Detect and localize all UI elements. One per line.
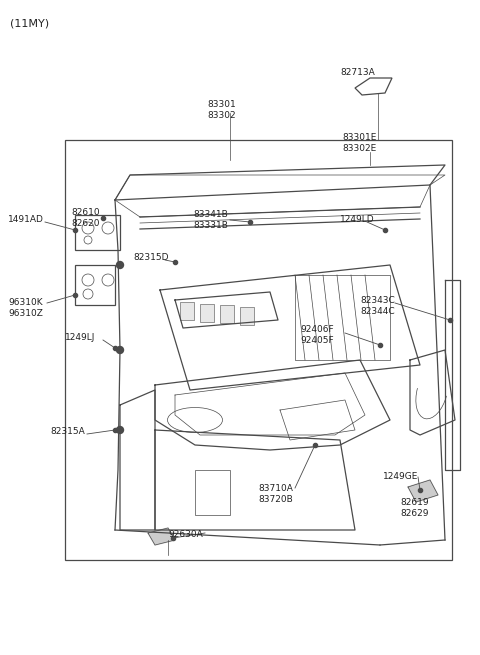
Text: 92406F
92405F: 92406F 92405F xyxy=(300,325,334,345)
Bar xyxy=(195,470,230,515)
Text: 83341B
83331B: 83341B 83331B xyxy=(193,210,228,230)
Circle shape xyxy=(117,426,123,434)
Bar xyxy=(65,140,452,560)
Text: 82315A: 82315A xyxy=(50,427,85,436)
Bar xyxy=(220,305,234,323)
Polygon shape xyxy=(148,528,175,545)
Text: 82315D: 82315D xyxy=(133,253,168,262)
Text: 1249LD: 1249LD xyxy=(340,215,374,224)
Text: 82343C
82344C: 82343C 82344C xyxy=(360,296,395,316)
Bar xyxy=(200,303,214,322)
Polygon shape xyxy=(408,480,438,502)
Text: 83301E
83302E: 83301E 83302E xyxy=(342,133,376,153)
Bar xyxy=(75,265,115,305)
Circle shape xyxy=(117,261,123,269)
Text: (11MY): (11MY) xyxy=(10,18,49,28)
Bar xyxy=(75,215,120,250)
Text: 96310K
96310Z: 96310K 96310Z xyxy=(8,298,43,318)
Text: 1491AD: 1491AD xyxy=(8,215,44,224)
Text: 1249GE: 1249GE xyxy=(383,472,419,481)
Text: 83301
83302: 83301 83302 xyxy=(208,100,236,120)
Bar xyxy=(240,307,254,324)
Text: 82610
82620: 82610 82620 xyxy=(71,208,100,228)
Text: 83710A
83720B: 83710A 83720B xyxy=(258,484,293,504)
Text: 82713A: 82713A xyxy=(340,68,375,77)
Text: 1249LJ: 1249LJ xyxy=(65,333,96,342)
Text: 82619
82629: 82619 82629 xyxy=(400,498,429,518)
Text: 92630A: 92630A xyxy=(168,530,203,539)
Bar xyxy=(180,302,194,320)
Circle shape xyxy=(117,346,123,354)
